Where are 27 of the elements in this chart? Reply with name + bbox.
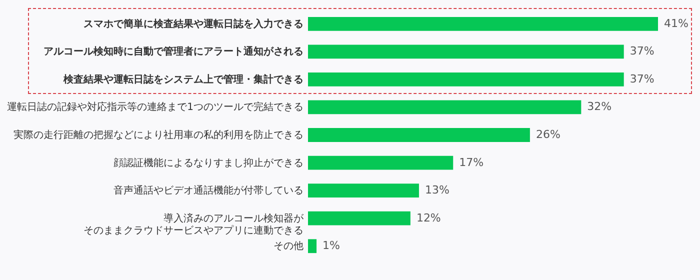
bar xyxy=(308,239,317,254)
data-label: 41% xyxy=(664,16,688,30)
bar xyxy=(308,16,658,31)
data-label: 37% xyxy=(630,44,654,58)
bar xyxy=(308,184,419,198)
bar xyxy=(308,72,624,86)
y-tick-label: 実際の走行距離の把握などにより社用車の私的利用を防止できる xyxy=(14,129,304,141)
y-tick-label: その他 xyxy=(274,240,304,252)
data-label: 13% xyxy=(424,184,450,197)
bar xyxy=(308,211,410,226)
data-label: 12% xyxy=(416,211,441,224)
bar xyxy=(308,44,624,59)
bar xyxy=(308,128,530,142)
bar xyxy=(308,100,582,114)
data-label: 17% xyxy=(459,156,484,169)
y-tick-label: 顔認証機能によるなりすまし抑止ができる xyxy=(114,156,304,169)
data-label: 37% xyxy=(630,72,654,86)
y-tick-label: 運転日誌の記録や対応指示等の連絡まで1つのツールで完結できる xyxy=(7,101,304,114)
y-tick-label: アルコール検知時に自動で管理者にアラート通知がされる xyxy=(44,46,304,58)
data-label: 1% xyxy=(322,239,340,252)
y-tick-label: 検査結果や運転日誌をシステム上で管理・集計できる xyxy=(62,73,304,86)
y-tick-label: 音声通話やビデオ通話機能が付帯している xyxy=(114,184,304,197)
y-tick-label: スマホで簡単に検査結果や運転日誌を入力できる xyxy=(84,18,304,30)
y-tick-label: 導入済みのアルコール検知器がそのままクラウドサービスやアプリに連動できる xyxy=(84,212,304,236)
bar xyxy=(308,156,454,170)
data-label: 32% xyxy=(587,100,612,114)
data-label: 26% xyxy=(536,128,560,141)
